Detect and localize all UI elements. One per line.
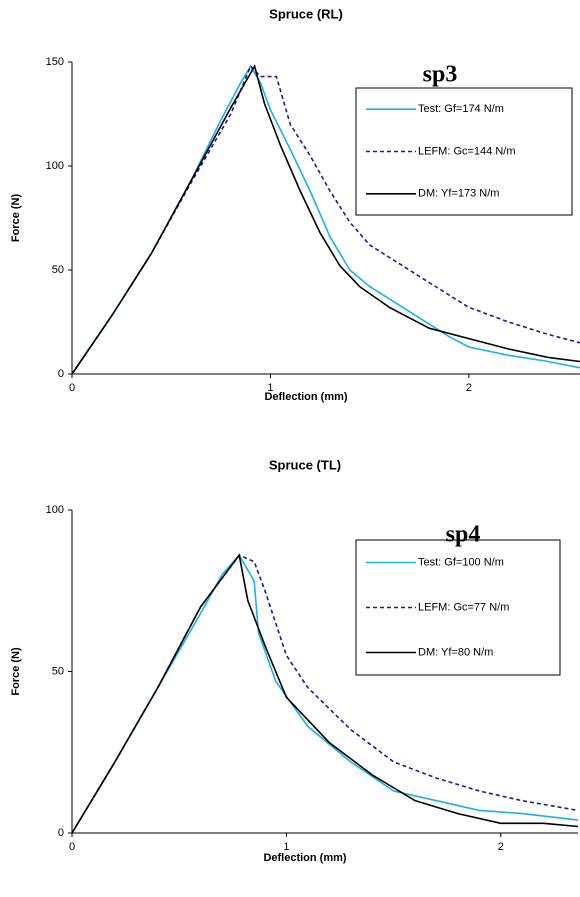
y-tick-label: 0 <box>58 827 64 839</box>
x-tick-label: 2 <box>466 382 472 394</box>
series-line <box>71 553 579 834</box>
y-tick-label: 50 <box>52 665 64 677</box>
y-axis-label: Force (N) <box>10 194 22 243</box>
y-tick-label: 150 <box>46 56 64 68</box>
y-axis-label: Force (N) <box>10 647 22 696</box>
legend-label: DM: Yf=173 N/m <box>418 188 499 200</box>
series-line <box>71 64 580 375</box>
legend-label: LEFM: Gc=144 N/m <box>418 145 516 157</box>
series-line <box>71 553 579 834</box>
x-axis-label: Deflection (mm) <box>264 391 347 403</box>
y-tick-label: 50 <box>52 264 64 276</box>
x-tick-label: 1 <box>283 841 289 853</box>
x-tick-label: 1 <box>267 382 273 394</box>
y-tick-label: 100 <box>46 504 64 516</box>
x-tick-label: 0 <box>69 841 75 853</box>
chart-title: Spruce (TL) <box>269 457 341 472</box>
legend-label: DM: Yf=80 N/m <box>418 646 493 658</box>
chart-title: Spruce (RL) <box>269 6 343 21</box>
annotation: sp4 <box>446 522 481 548</box>
legend-label: LEFM: Gc=77 N/m <box>418 601 509 613</box>
x-axis-label: Deflection (mm) <box>263 852 346 864</box>
x-tick-label: 2 <box>498 841 504 853</box>
legend-label: Test: Gf=174 N/m <box>418 103 504 115</box>
legend-label: Test: Gf=100 N/m <box>418 556 504 568</box>
annotation: sp3 <box>423 62 458 88</box>
x-tick-label: 0 <box>69 382 75 394</box>
y-tick-label: 0 <box>58 368 64 380</box>
y-tick-label: 100 <box>46 160 64 172</box>
series-line <box>71 64 580 375</box>
